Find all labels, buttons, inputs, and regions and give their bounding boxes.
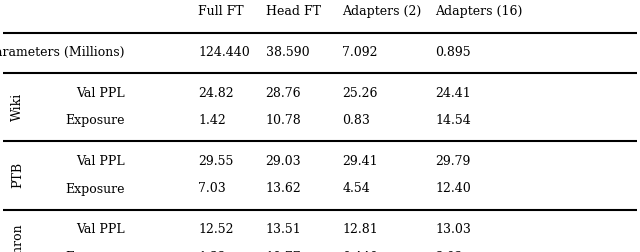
Text: Full FT: Full FT (198, 5, 244, 18)
Text: Head FT: Head FT (266, 5, 321, 18)
Text: 0.440: 0.440 (342, 250, 378, 252)
Text: 29.41: 29.41 (342, 155, 378, 168)
Text: PTB: PTB (12, 162, 24, 188)
Text: 38.590: 38.590 (266, 46, 309, 59)
Text: 10.77: 10.77 (266, 250, 301, 252)
Text: 7.03: 7.03 (198, 182, 226, 196)
Text: 24.41: 24.41 (435, 87, 471, 100)
Text: Val PPL: Val PPL (76, 223, 125, 236)
Text: 13.03: 13.03 (435, 223, 471, 236)
Text: Val PPL: Val PPL (76, 155, 125, 168)
Text: 12.40: 12.40 (435, 182, 471, 196)
Text: 29.55: 29.55 (198, 155, 234, 168)
Text: 24.82: 24.82 (198, 87, 234, 100)
Text: Exposure: Exposure (65, 182, 125, 196)
Text: 4.54: 4.54 (342, 182, 370, 196)
Text: 10.78: 10.78 (266, 114, 301, 128)
Text: Exposure: Exposure (65, 114, 125, 128)
Text: Enron: Enron (12, 224, 24, 252)
Text: 12.52: 12.52 (198, 223, 234, 236)
Text: Exposure: Exposure (65, 250, 125, 252)
Text: Wiki: Wiki (12, 93, 24, 121)
Text: 1.32: 1.32 (198, 250, 226, 252)
Text: 28.76: 28.76 (266, 87, 301, 100)
Text: 29.03: 29.03 (266, 155, 301, 168)
Text: 124.440: 124.440 (198, 46, 250, 59)
Text: Adapters (16): Adapters (16) (435, 5, 523, 18)
Text: Adapters (2): Adapters (2) (342, 5, 422, 18)
Text: 12.81: 12.81 (342, 223, 378, 236)
Text: 7.092: 7.092 (342, 46, 378, 59)
Text: 14.54: 14.54 (435, 114, 471, 128)
Text: 0.895: 0.895 (435, 46, 471, 59)
Text: 1.42: 1.42 (198, 114, 226, 128)
Text: 0.83: 0.83 (342, 114, 371, 128)
Text: Val PPL: Val PPL (76, 87, 125, 100)
Text: Parameters (Millions): Parameters (Millions) (0, 46, 125, 59)
Text: 13.62: 13.62 (266, 182, 301, 196)
Text: 13.51: 13.51 (266, 223, 301, 236)
Text: 2.02: 2.02 (435, 250, 463, 252)
Text: 25.26: 25.26 (342, 87, 378, 100)
Text: 29.79: 29.79 (435, 155, 470, 168)
